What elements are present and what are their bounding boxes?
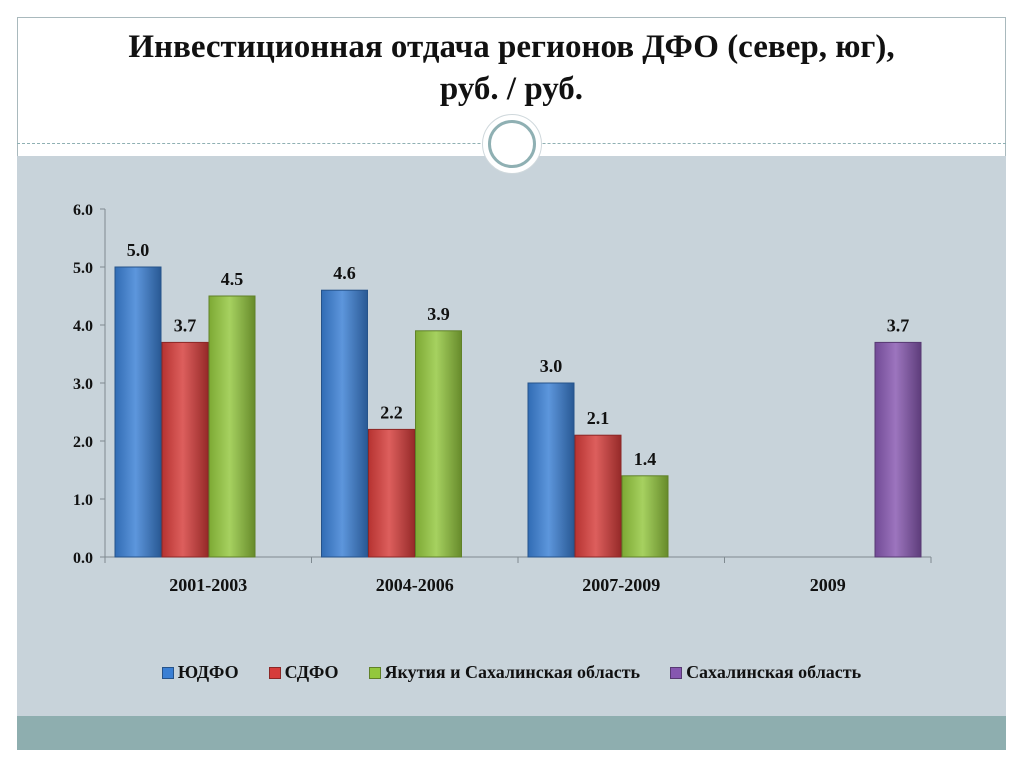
legend-swatch-icon xyxy=(368,666,381,679)
data-label: 3.9 xyxy=(427,304,450,324)
legend-swatch-icon xyxy=(268,666,281,679)
y-tick-label: 0.0 xyxy=(73,550,93,567)
data-label: 1.4 xyxy=(634,449,657,469)
chart-legend: ЮДФО СДФО Якутия и Сахалинская область Саха… xyxy=(17,662,1006,683)
y-tick-label: 5.0 xyxy=(73,260,93,277)
bar xyxy=(621,475,669,558)
x-category-label: 2004-2006 xyxy=(376,575,454,595)
legend-label: СДФО xyxy=(284,662,339,682)
chart-bars xyxy=(114,266,922,558)
data-label: 3.7 xyxy=(174,315,197,335)
data-label: 3.0 xyxy=(540,356,563,376)
ring-ornament-inner xyxy=(488,120,536,168)
chart-data-labels: 5.0 3.7 4.5 4.6 2.2 3.9 3.0 2.1 1.4 3.7 xyxy=(127,240,910,469)
bar xyxy=(527,382,575,558)
bar xyxy=(368,428,415,558)
bar xyxy=(874,341,922,558)
bar xyxy=(415,330,462,558)
bar xyxy=(161,341,209,558)
data-label: 2.2 xyxy=(380,402,403,422)
chart-axes: 0.0 1.0 2.0 3.0 4.0 5.0 6.0 2001-2003 2004-2006 2… xyxy=(73,202,932,595)
y-tick-label: 2.0 xyxy=(73,434,93,451)
data-label: 5.0 xyxy=(127,240,150,260)
x-category-label: 2001-2003 xyxy=(169,575,247,595)
legend-label: ЮДФО xyxy=(177,662,239,682)
bar xyxy=(208,295,256,558)
y-tick-label: 3.0 xyxy=(73,376,93,393)
legend-item: Сахалинская область xyxy=(670,662,861,683)
slide-title-line-2: руб. / руб. xyxy=(439,71,584,107)
legend-swatch-icon xyxy=(670,666,683,679)
y-tick-label: 1.0 xyxy=(73,492,93,509)
ring-ornament-icon xyxy=(482,114,542,174)
legend-swatch-icon xyxy=(161,666,174,679)
data-label: 2.1 xyxy=(587,408,610,428)
slide-title: Инвестиционная отдача регионов ДФО (севе… xyxy=(17,26,1006,110)
bottom-band xyxy=(17,716,1006,750)
legend-label: Сахалинская область xyxy=(686,662,862,682)
bar xyxy=(574,434,622,558)
bar xyxy=(114,266,162,558)
data-label: 3.7 xyxy=(887,315,910,335)
bar xyxy=(321,289,368,558)
legend-item: Якутия и Сахалинская область xyxy=(368,662,641,683)
y-tick-label: 6.0 xyxy=(73,202,93,219)
data-label: 4.5 xyxy=(221,269,244,289)
data-label: 4.6 xyxy=(333,263,356,283)
slide-title-line-1: Инвестиционная отдача регионов ДФО (севе… xyxy=(128,29,895,65)
legend-label: Якутия и Сахалинская область xyxy=(384,662,641,682)
y-tick-label: 4.0 xyxy=(73,318,93,335)
x-category-label: 2007-2009 xyxy=(582,575,660,595)
x-category-label: 2009 xyxy=(810,575,846,595)
legend-item: ЮДФО xyxy=(161,662,239,683)
legend-item: СДФО xyxy=(268,662,339,683)
